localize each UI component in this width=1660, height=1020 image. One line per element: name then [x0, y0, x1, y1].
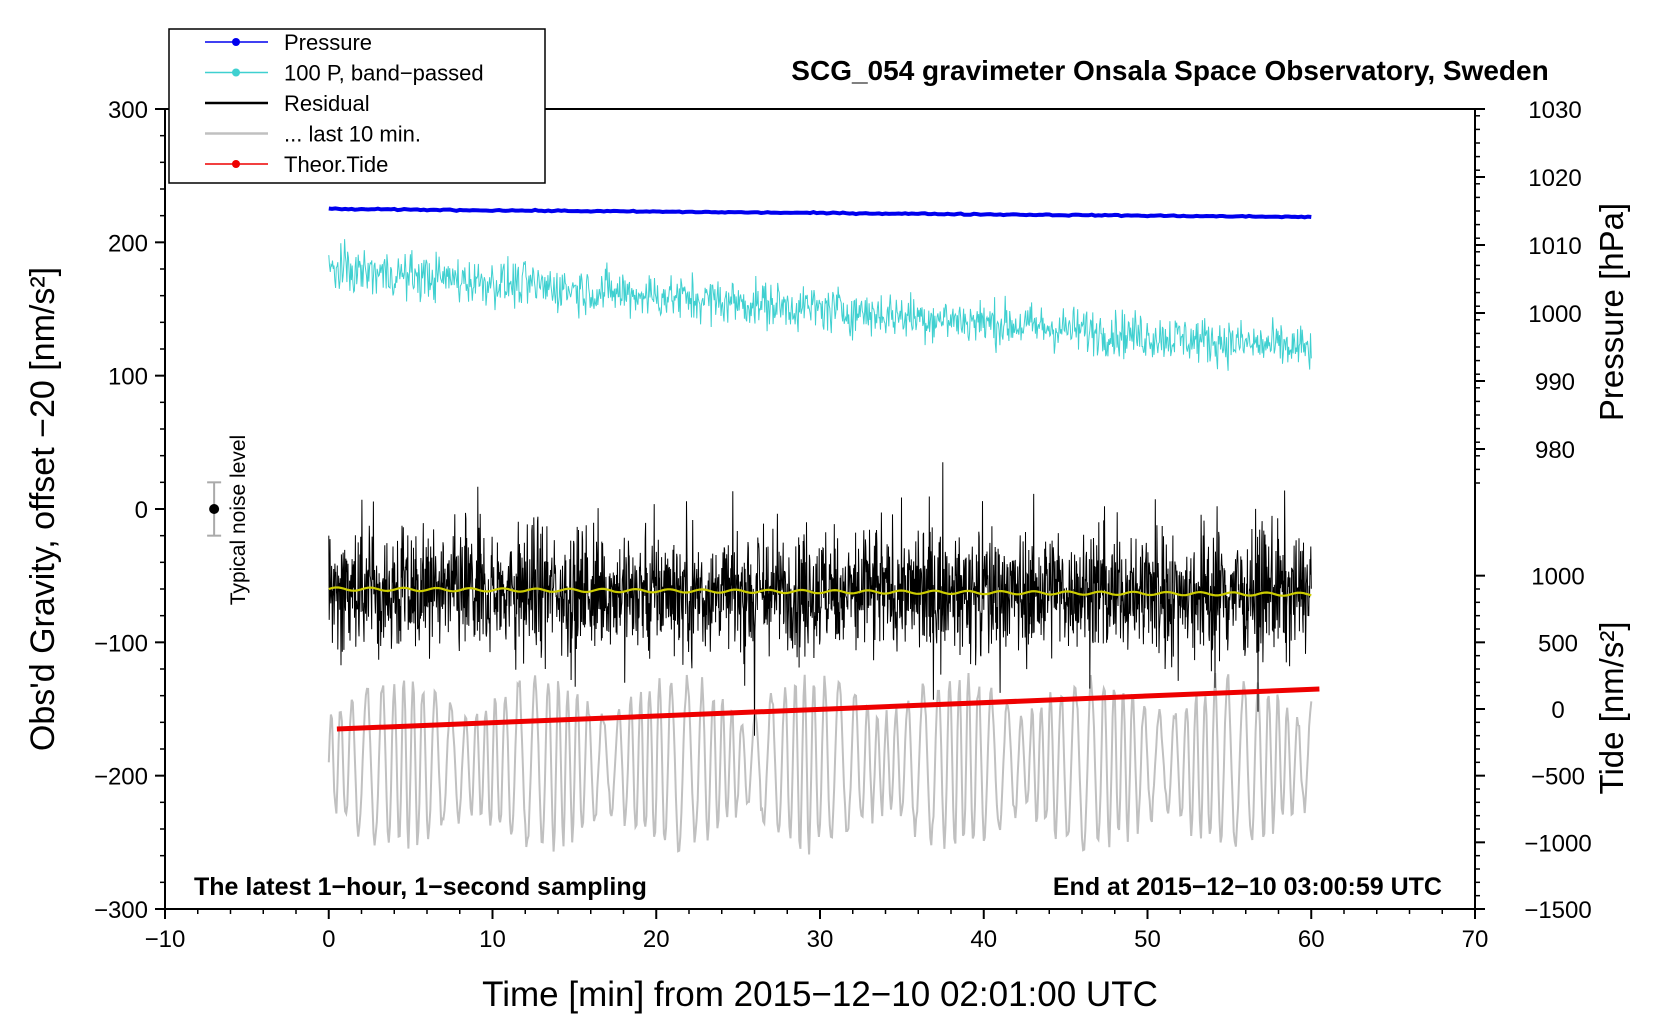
noise-level-marker: Typical noise level	[207, 435, 250, 605]
y-tick-label: 0	[135, 497, 148, 524]
pressure-tick-label: 1010	[1528, 233, 1581, 260]
y-axis-label-pressure: Pressure [hPa]	[1593, 203, 1630, 421]
annotation-end-time: End at 2015−12−10 03:00:59 UTC	[1053, 873, 1442, 901]
y-tick-label: −300	[94, 897, 148, 924]
tide-tick-label: −1000	[1524, 830, 1591, 857]
legend-label: Theor.Tide	[284, 152, 388, 177]
y-axis-ticks: −300 −200 −100 0 100 200 300	[94, 97, 165, 924]
noise-label: Typical noise level	[227, 435, 250, 605]
legend-label: ... last 10 min.	[284, 122, 421, 147]
tide-tick-label: −1500	[1524, 897, 1591, 924]
pressure-tick-label: 1020	[1528, 165, 1581, 192]
pressure-axis-ticks: 980 990 1000 1010 1020 1030	[1475, 97, 1582, 484]
series-residual-smoothed	[328, 586, 1312, 597]
series-last-10-min	[327, 673, 1313, 855]
legend-label: Residual	[284, 91, 370, 116]
x-tick-label: 10	[479, 926, 506, 953]
x-tick-label: 20	[643, 926, 670, 953]
y-tick-label: −200	[94, 764, 148, 791]
legend-marker	[232, 38, 240, 46]
tide-tick-label: 500	[1538, 630, 1578, 657]
tide-tick-label: 0	[1551, 697, 1564, 724]
series-pressure-band-passed	[328, 239, 1312, 371]
y-axis-label-left: Obs'd Gravity, offset −20 [nm/s²]	[24, 267, 62, 751]
series-pressure	[328, 206, 1312, 220]
pressure-tick-label: 1000	[1528, 301, 1581, 328]
x-tick-label: 60	[1298, 926, 1325, 953]
tide-tick-label: −500	[1531, 764, 1585, 791]
tide-tick-label: 1000	[1531, 564, 1584, 591]
pressure-tick-label: 1030	[1528, 97, 1581, 124]
legend-box	[168, 28, 546, 184]
pressure-tick-label: 990	[1535, 369, 1575, 396]
legend-marker	[232, 160, 240, 168]
x-axis-label: Time [min] from 2015−12−10 02:01:00 UTC	[482, 975, 1158, 1014]
y-axis-label-tide: Tide [nm/s²]	[1593, 622, 1630, 795]
noise-point	[209, 504, 220, 514]
legend-label: Pressure	[284, 30, 372, 55]
pressure-tick-label: 980	[1535, 437, 1575, 464]
x-tick-label: −10	[145, 926, 186, 953]
x-tick-label: 50	[1134, 926, 1161, 953]
y-tick-label: 300	[108, 97, 148, 124]
x-tick-label: 70	[1462, 926, 1489, 953]
legend-marker	[232, 68, 240, 77]
series-theor-tide	[336, 686, 1320, 732]
series-residual	[328, 462, 1312, 736]
x-tick-label: 30	[807, 926, 834, 953]
y-tick-label: 200	[108, 230, 148, 257]
x-tick-label: 0	[322, 926, 335, 953]
legend-label: 100 P, band−passed	[284, 61, 484, 86]
series-layer	[327, 206, 1320, 855]
y-tick-label: 100	[108, 364, 148, 391]
legend-items: Pressure 100 P, band−passed Residual ... la…	[205, 30, 484, 177]
legend: Pressure 100 P, band−passed Residual ... la…	[168, 28, 546, 184]
x-axis-ticks: −10 0 10 20 30 40 50 60 70	[145, 909, 1489, 953]
tide-axis-ticks: −1500 −1000 −500 0 500 1000	[1475, 564, 1592, 924]
annotation-sampling: The latest 1−hour, 1−second sampling	[194, 873, 647, 901]
chart-title: SCG_054 gravimeter Onsala Space Observat…	[791, 55, 1548, 86]
x-tick-label: 40	[970, 926, 997, 953]
y-tick-label: −100	[94, 630, 148, 657]
